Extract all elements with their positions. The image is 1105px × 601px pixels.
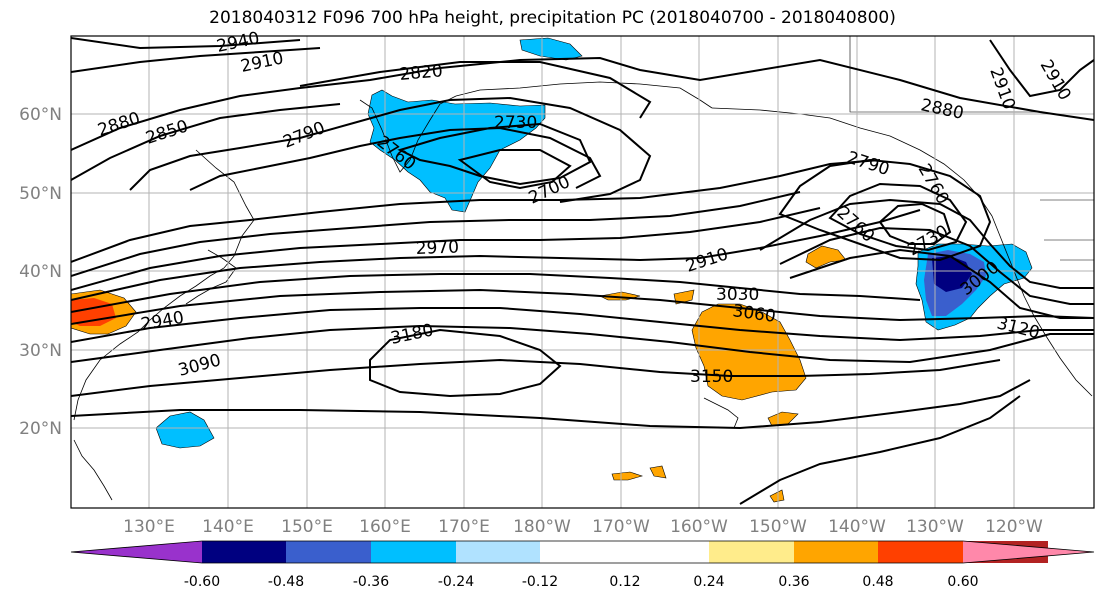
coast-asia-east — [73, 149, 255, 421]
contour-3030 — [71, 273, 921, 313]
colorbar-tick-label: -0.36 — [353, 574, 389, 590]
colorbar-segment — [963, 541, 1094, 563]
contour-2790-west — [129, 96, 652, 203]
contour-2700 — [457, 149, 572, 190]
lon-label: 130°W — [906, 517, 964, 537]
colorbar-tick-label: 0.24 — [693, 574, 724, 590]
lon-label: 170°E — [438, 517, 490, 537]
contour-2880-north — [71, 56, 1094, 151]
contour-row-1 — [71, 159, 881, 263]
latitude-labels: 60°N 50°N 40°N 30°N 20°N — [19, 105, 62, 439]
contour-2820 — [299, 61, 652, 119]
lon-label: 150°W — [749, 517, 807, 537]
precip-negative-hawaii-west — [155, 411, 215, 449]
coast-philippines — [73, 439, 113, 501]
contour-3150 — [71, 358, 1001, 397]
coast-kamchatka — [359, 95, 457, 173]
contour-3150-south — [71, 379, 1031, 430]
contour-east-3 — [789, 248, 1094, 319]
colorbar-tick-label: 0.12 — [609, 574, 640, 590]
coast-north-america — [991, 215, 1093, 397]
lat-label: 50°N — [19, 184, 62, 204]
lon-label: 150°E — [281, 517, 333, 537]
contour-3180 — [369, 328, 562, 398]
colorbar-tick-label: -0.60 — [184, 574, 220, 590]
contour-east-2 — [779, 226, 1094, 305]
coast-aleutians — [711, 107, 993, 217]
colorbar-segments — [70, 540, 1095, 564]
colorbar-segment — [71, 541, 202, 563]
precip-strongest-negative-core — [932, 256, 972, 292]
colorbar: -0.60 -0.48 -0.36 -0.24 -0.12 0.12 0.24 … — [70, 540, 1095, 590]
lon-label: 120°W — [985, 517, 1043, 537]
contour-2910-ne — [989, 39, 1094, 98]
colorbar-outline — [70, 540, 1095, 564]
colorbar-segment — [709, 541, 794, 563]
gridlines — [71, 36, 1094, 508]
colorbar-segment — [794, 541, 878, 563]
colorbar-segment — [456, 541, 540, 563]
contour-label: 3030 — [716, 285, 759, 305]
colorbar-segment — [625, 541, 709, 563]
precip-positive-small-5 — [611, 471, 644, 481]
contour-2760-west — [189, 126, 602, 191]
contour-row-2 — [71, 191, 801, 277]
colorbar-segment — [371, 541, 456, 563]
contour-3120 — [71, 324, 1094, 364]
lat-label: 30°N — [19, 341, 62, 361]
contour-east-closed-2 — [828, 182, 968, 252]
colorbar-ticks: -0.60 -0.48 -0.36 -0.24 -0.12 0.12 0.24 … — [184, 574, 979, 590]
contour-label: 2820 — [399, 61, 444, 85]
map-title: 2018040312 F096 700 hPa height, precipit… — [209, 8, 896, 28]
contour-label: 2970 — [415, 237, 459, 258]
contour-2970 — [71, 207, 821, 291]
coast-japan — [185, 249, 237, 305]
contour-2940-north — [71, 37, 301, 50]
precip-positive-small-6 — [649, 465, 667, 479]
contour-east-closed-3 — [878, 202, 952, 245]
contour-2850 — [71, 103, 341, 181]
contour-far-south — [739, 395, 1021, 505]
lon-label: 160°W — [670, 517, 728, 537]
colorbar-segment — [286, 541, 371, 563]
lat-label: 40°N — [19, 262, 62, 282]
lat-label: 20°N — [19, 419, 62, 439]
coast-state-border — [1044, 239, 1094, 261]
lat-label: 60°N — [19, 105, 62, 125]
colorbar-tick-label: 0.60 — [947, 574, 978, 590]
longitude-labels: 130°E 140°E 150°E 160°E 170°E 180°W 170°… — [123, 517, 1043, 537]
coast-alaska-border — [849, 36, 1040, 113]
contour-label: 2730 — [494, 113, 537, 133]
coastlines — [73, 36, 1094, 501]
lon-label: 180°W — [513, 517, 571, 537]
colorbar-segment — [878, 541, 963, 563]
colorbar-tick-label: -0.24 — [438, 574, 474, 590]
contour-2730 — [397, 122, 592, 186]
lon-label: 140°E — [202, 517, 254, 537]
contour-3090 — [71, 307, 1094, 343]
coast-alaska — [455, 81, 713, 109]
lon-label: 140°W — [828, 517, 886, 537]
coast-hawaii — [703, 397, 739, 429]
lon-label: 130°E — [123, 517, 175, 537]
contour-2910-mid — [71, 209, 921, 301]
colorbar-tick-label: -0.12 — [522, 574, 558, 590]
colorbar-tick-label: -0.48 — [268, 574, 304, 590]
colorbar-tick-label: 0.36 — [778, 574, 809, 590]
colorbar-tick-label: 0.48 — [862, 574, 893, 590]
height-contours — [71, 37, 1094, 505]
contour-east-1 — [759, 198, 1094, 289]
contour-label: 3150 — [690, 367, 733, 387]
colorbar-segment — [202, 541, 286, 563]
colorbar-segment — [540, 541, 625, 563]
contour-3060 — [71, 288, 1094, 325]
lon-label: 160°E — [359, 517, 411, 537]
contour-2910-north — [71, 47, 321, 73]
map-frame — [70, 35, 1095, 509]
lon-label: 170°W — [592, 517, 650, 537]
contour-east-closed-1 — [778, 158, 992, 262]
